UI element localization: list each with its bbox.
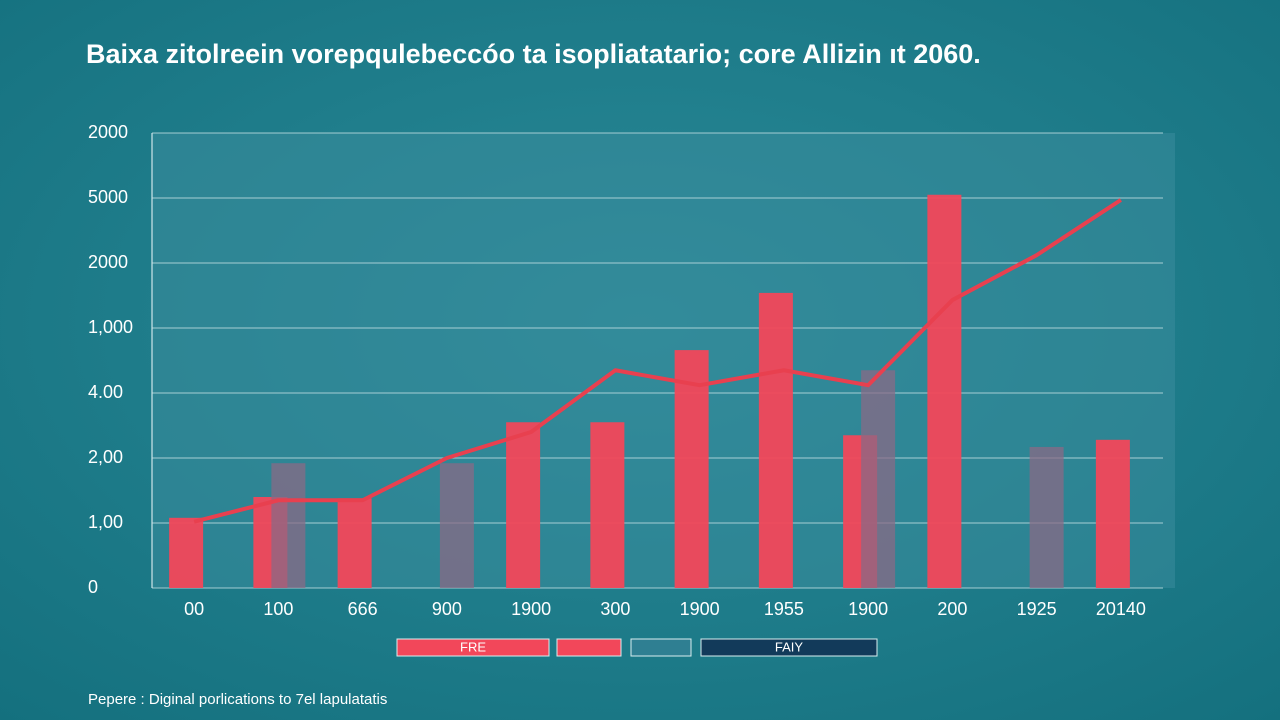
bar — [758, 292, 793, 588]
y-tick-label: 5000 — [88, 187, 128, 207]
y-tick-label: 0 — [88, 577, 98, 597]
y-tick-label: 1,00 — [88, 512, 123, 532]
legend-label: FAIY — [775, 639, 804, 654]
bar — [1029, 446, 1064, 588]
plot-area — [152, 133, 1175, 588]
line — [193, 198, 1122, 524]
bar — [590, 422, 625, 588]
bar — [927, 194, 962, 588]
y-tick-label: 2,00 — [88, 447, 123, 467]
x-tick-label: 00 — [184, 599, 204, 619]
x-tick-label: 1900 — [511, 599, 551, 619]
source-note: Pepere : Diginal porlications to 7el lap… — [88, 691, 387, 708]
y-tick-label: 1,000 — [88, 317, 133, 337]
bar — [861, 370, 896, 588]
x-tick-label: 1925 — [1017, 599, 1057, 619]
legend-swatch — [556, 638, 622, 657]
y-tick-label: 2000 — [88, 122, 128, 142]
x-tick-label: 900 — [432, 599, 462, 619]
bar — [674, 350, 709, 588]
x-tick-label: 200 — [937, 599, 967, 619]
legend-label: FRE — [460, 639, 486, 654]
y-tick-label: 2000 — [88, 252, 128, 272]
x-tick-label: 1900 — [848, 599, 888, 619]
bar — [169, 517, 204, 588]
y-tick-label: 4.00 — [88, 382, 123, 402]
chart-title: Baixa zitolreein vorepqulebeccóo ta isop… — [86, 39, 981, 69]
bar — [1095, 439, 1130, 588]
x-tick-label: 1955 — [764, 599, 804, 619]
bar — [271, 463, 306, 588]
legend-swatch — [630, 638, 692, 657]
x-tick-label: 666 — [348, 599, 378, 619]
bar — [337, 498, 372, 588]
x-tick-label: 20140 — [1096, 599, 1146, 619]
bar — [439, 463, 474, 588]
x-tick-label: 100 — [263, 599, 293, 619]
legend-swatch — [396, 638, 550, 657]
x-tick-label: 1900 — [680, 599, 720, 619]
x-tick-label: 300 — [600, 599, 630, 619]
bar — [506, 422, 541, 588]
legend-swatch — [700, 638, 878, 657]
